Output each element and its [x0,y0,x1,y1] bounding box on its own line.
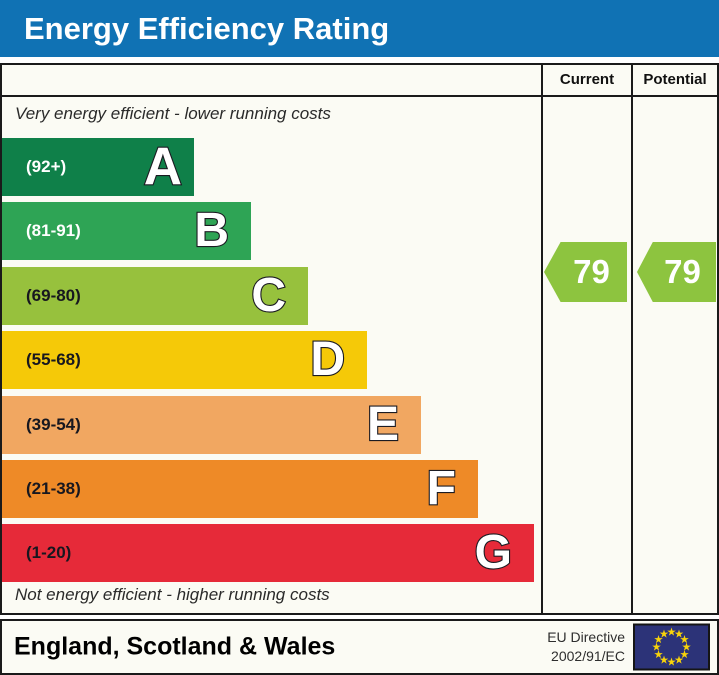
current-rating-value: 79 [573,253,610,290]
band-f-range-label: (21-38) [26,479,81,498]
band-b-range-label: (81-91) [26,221,81,240]
band-a: (92+) A [2,138,194,196]
eu-flag-icon [633,623,710,671]
band-e-letter: E [366,398,400,451]
column-divider-current [541,65,543,613]
eu-directive-line1: EU Directive [547,629,625,645]
column-header-current: Current [559,71,615,88]
band-c-letter: C [250,269,287,322]
band-f: (21-38) F [2,460,478,518]
column-header-potential: Potential [643,71,707,88]
band-e-range-label: (39-54) [26,415,81,434]
band-d-letter: D [309,333,346,386]
band-d: (55-68) D [2,331,367,389]
region-label: England, Scotland & Wales [14,632,336,661]
band-g-letter: G [474,526,514,579]
band-b: (81-91) B [2,202,251,260]
bottom-note: Not energy efficient - higher running co… [15,585,330,604]
column-divider-potential [631,65,633,613]
band-c: (69-80) C [2,267,308,325]
band-g: (1-20) G [2,524,534,582]
footer-bar: England, Scotland & Wales EU Directive 2… [0,619,719,675]
potential-rating-value: 79 [664,253,701,290]
current-rating-arrow: 79 [544,242,627,302]
potential-rating-arrow: 79 [637,242,716,302]
band-a-letter: A [143,137,184,197]
eu-directive-line2: 2002/91/EC [551,648,625,664]
band-e: (39-54) E [2,396,421,454]
band-c-range-label: (69-80) [26,286,81,305]
eu-directive-label: EU Directive 2002/91/EC [547,628,625,666]
band-a-range-label: (92+) [26,157,67,176]
band-b-letter: B [193,204,230,257]
band-g-range-label: (1-20) [26,543,72,562]
band-f-letter: F [426,462,458,515]
title-banner: Energy Efficiency Rating [0,0,719,57]
top-note: Very energy efficient - lower running co… [15,104,331,123]
rating-table: Current Potential Very energy efficient … [0,63,719,615]
page-title: Energy Efficiency Rating [24,11,390,46]
band-d-range-label: (55-68) [26,350,81,369]
header-row-divider [2,95,717,97]
